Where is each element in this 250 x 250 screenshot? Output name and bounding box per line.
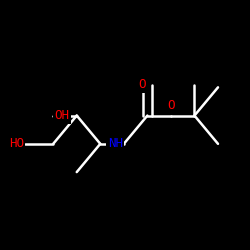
Text: HO: HO <box>9 137 24 150</box>
Text: O: O <box>167 99 175 112</box>
Text: NH: NH <box>108 137 123 150</box>
Text: OH: OH <box>54 109 69 122</box>
Text: O: O <box>139 78 146 92</box>
